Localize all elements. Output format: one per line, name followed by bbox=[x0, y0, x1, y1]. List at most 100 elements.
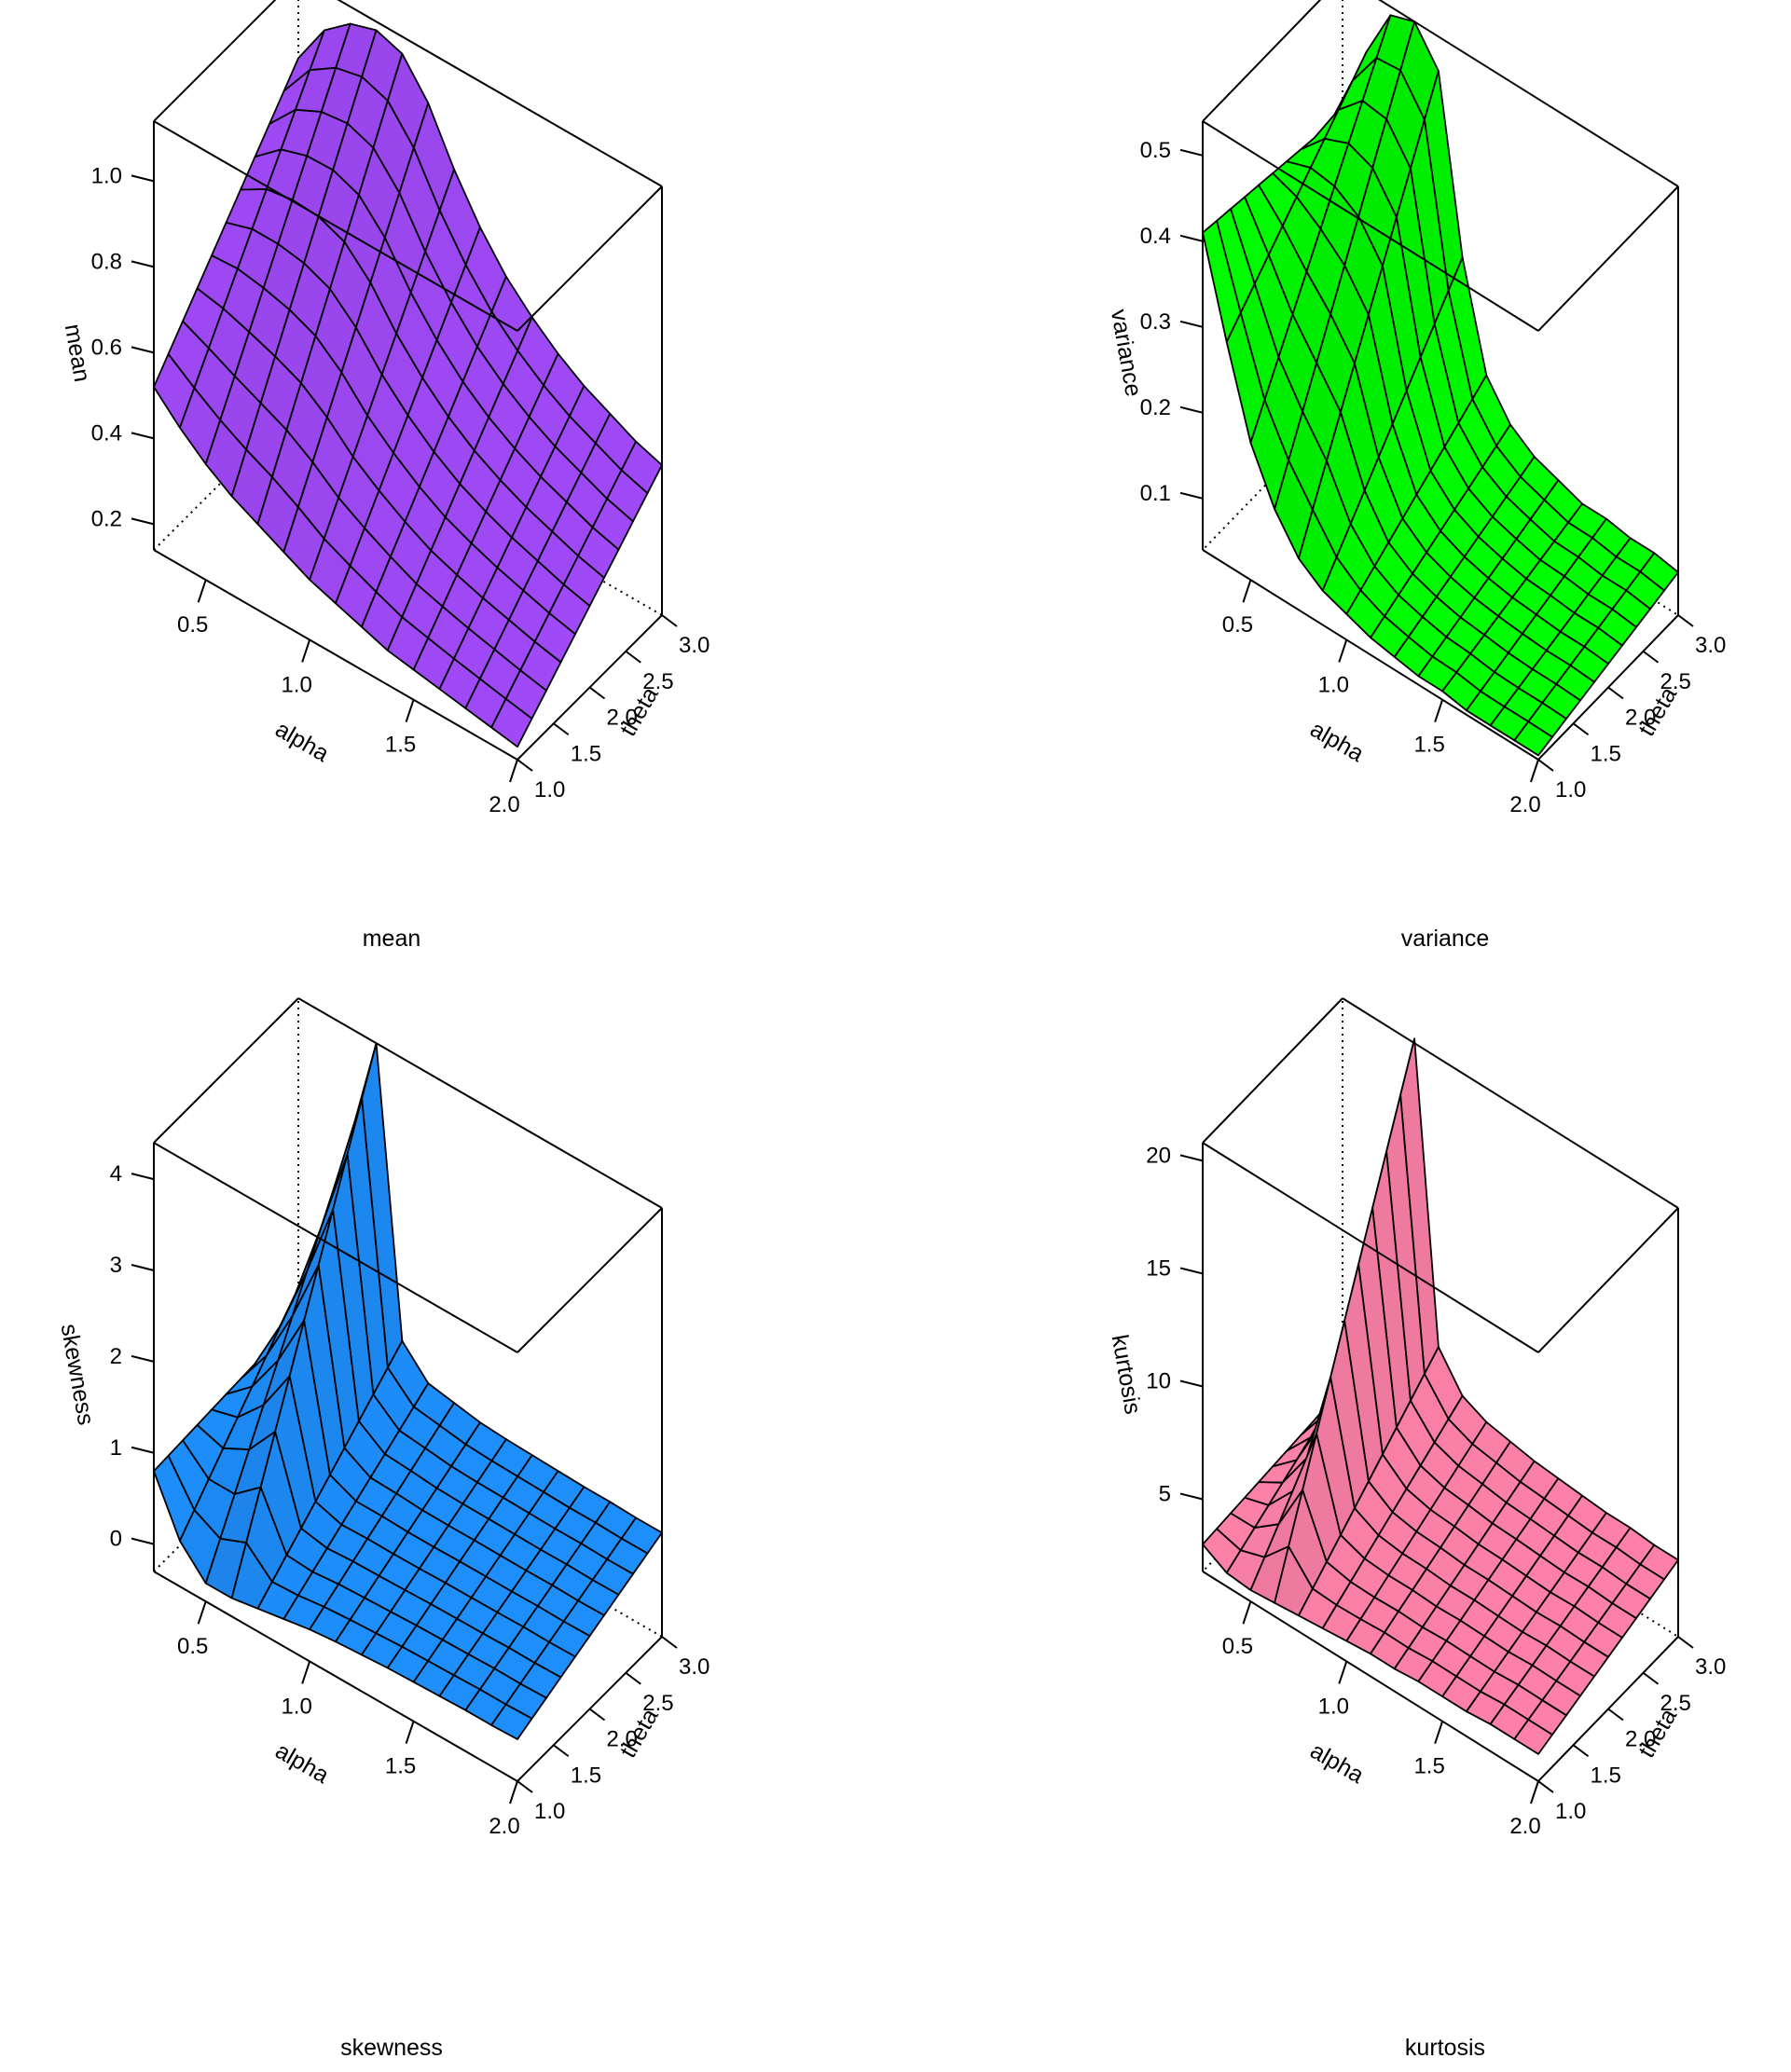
box-edge bbox=[337, 0, 663, 187]
x-tick-label: 2.0 bbox=[1509, 1814, 1540, 1839]
z-tick bbox=[1179, 1379, 1204, 1388]
z-tick-label: 3 bbox=[110, 1253, 122, 1278]
y-tick bbox=[1537, 759, 1554, 772]
y-tick-label: 2.5 bbox=[642, 1691, 673, 1716]
x-tick-label: 1.0 bbox=[1318, 672, 1349, 697]
y-tick-label: 2.5 bbox=[642, 669, 673, 694]
x-tick bbox=[405, 699, 415, 723]
box-edge bbox=[1202, 1571, 1539, 1782]
z-tick-label: 0.5 bbox=[1140, 138, 1171, 163]
x-tick-label: 1.0 bbox=[281, 1694, 311, 1719]
x-tick bbox=[1434, 699, 1444, 723]
z-tick-label: 10 bbox=[1146, 1368, 1171, 1393]
x-tick bbox=[1338, 639, 1348, 663]
box-edge bbox=[1202, 997, 1343, 1144]
z-tick bbox=[131, 517, 155, 526]
x-tick-label: 2.0 bbox=[489, 792, 519, 817]
box-edge bbox=[1202, 1142, 1539, 1353]
surface-facet bbox=[490, 1703, 533, 1740]
y-tick-label: 3.0 bbox=[679, 633, 710, 658]
chart-caption-skewness: skewness bbox=[340, 2035, 443, 2061]
box-edge bbox=[1202, 120, 1539, 332]
y-tick bbox=[1642, 1671, 1660, 1685]
y-tick-label: 1.0 bbox=[534, 777, 565, 803]
chart-panel-mean: 0.2 0.4 0.6 0.8 1.0 0.5 1.0 1.5 2.0 1.0 1.5 2.0 2.5 3… bbox=[0, 0, 895, 1036]
z-tick bbox=[1179, 234, 1204, 242]
chart-caption-mean: mean bbox=[362, 926, 421, 952]
y-tick-label: 2.0 bbox=[607, 706, 638, 731]
z-tick-label: 1 bbox=[110, 1435, 122, 1461]
y-tick-label: 3.0 bbox=[1695, 1654, 1726, 1680]
x-axis-title: alpha bbox=[1306, 716, 1369, 767]
y-tick bbox=[1677, 614, 1694, 627]
y-tick-label: 1.5 bbox=[571, 1763, 601, 1788]
box-edge bbox=[1202, 549, 1539, 761]
x-tick bbox=[1530, 1780, 1539, 1804]
z-tick bbox=[131, 1354, 155, 1363]
z-tick bbox=[1179, 1492, 1204, 1501]
y-tick-label: 1.0 bbox=[534, 1799, 565, 1824]
z-tick-label: 15 bbox=[1146, 1256, 1171, 1281]
box-edge bbox=[153, 1571, 518, 1782]
y-tick bbox=[661, 1636, 678, 1649]
z-tick-label: 0.1 bbox=[1140, 481, 1171, 506]
surface-facet bbox=[1513, 720, 1553, 757]
x-tick bbox=[197, 1600, 207, 1625]
z-tick-label: 0.8 bbox=[91, 249, 122, 274]
y-tick-label: 2.0 bbox=[1625, 706, 1656, 731]
y-tick bbox=[661, 614, 678, 627]
x-tick-label: 1.0 bbox=[1318, 1694, 1349, 1719]
x-tick bbox=[509, 759, 518, 783]
y-tick bbox=[1607, 1708, 1624, 1722]
z-tick-label: 2 bbox=[110, 1344, 122, 1369]
y-tick bbox=[1572, 722, 1590, 736]
y-tick bbox=[553, 1744, 570, 1758]
z-tick bbox=[1179, 1154, 1204, 1162]
chart-caption-variance: variance bbox=[1400, 926, 1490, 952]
box-edge bbox=[153, 997, 299, 1144]
y-tick-label: 1.5 bbox=[571, 741, 601, 766]
box-edge bbox=[297, 997, 663, 1209]
box-edge bbox=[153, 0, 277, 122]
z-tick bbox=[131, 1173, 155, 1181]
box-edge bbox=[1202, 0, 1322, 122]
x-tick bbox=[1338, 1661, 1348, 1684]
y-tick-label: 3.0 bbox=[1695, 633, 1726, 658]
box-edge bbox=[153, 1142, 518, 1353]
z-tick bbox=[131, 346, 155, 354]
z-tick bbox=[1179, 1267, 1204, 1275]
y-tick bbox=[517, 1780, 533, 1793]
chart-panel-variance: 0.1 0.2 0.3 0.4 0.5 0.5 1.0 1.5 2.0 1.0 1.5 2.0 2.5 3… bbox=[895, 0, 1790, 1036]
y-tick-label: 2.0 bbox=[1625, 1727, 1656, 1752]
y-tick-label: 1.5 bbox=[1591, 1763, 1621, 1788]
y-tick bbox=[553, 722, 570, 736]
x-tick-label: 1.5 bbox=[385, 1754, 416, 1779]
z-tick-label: 0.3 bbox=[1140, 309, 1171, 335]
surface-plot-skewness: 012340.51.01.52.01.01.52.02.53.0alphathe… bbox=[56, 997, 710, 1839]
z-tick bbox=[1179, 320, 1204, 328]
x-tick bbox=[1530, 759, 1539, 783]
x-tick bbox=[405, 1721, 415, 1745]
x-tick-label: 0.5 bbox=[177, 1634, 208, 1659]
y-tick bbox=[625, 1671, 641, 1685]
surface-plot-kurtosis: 51015200.51.01.52.01.01.52.02.53.0alphat… bbox=[1107, 997, 1726, 1839]
x-tick bbox=[197, 579, 207, 603]
box-edge bbox=[1537, 185, 1679, 332]
box-edge bbox=[153, 549, 518, 761]
z-axis-title: skewness bbox=[56, 1322, 100, 1427]
y-tick bbox=[625, 650, 641, 664]
box-edge bbox=[1537, 1207, 1679, 1353]
z-tick bbox=[131, 1446, 155, 1454]
x-axis-title: alpha bbox=[271, 716, 334, 767]
x-tick bbox=[301, 1661, 311, 1684]
chart-panel-kurtosis: 5 10 15 20 0.5 1.0 1.5 2.0 1.0 1.5 2.0 2.5 3.0 alpha t… bbox=[895, 997, 1790, 2071]
z-tick-label: 0 bbox=[110, 1527, 122, 1552]
z-tick-label: 20 bbox=[1146, 1143, 1171, 1168]
y-tick bbox=[1572, 1744, 1590, 1758]
y-tick bbox=[1642, 650, 1660, 664]
chart-caption-kurtosis: kurtosis bbox=[1404, 2035, 1486, 2061]
y-tick bbox=[1677, 1636, 1694, 1649]
x-tick bbox=[301, 639, 311, 663]
z-tick-label: 5 bbox=[1159, 1482, 1171, 1507]
y-tick-label: 1.0 bbox=[1555, 1799, 1586, 1824]
